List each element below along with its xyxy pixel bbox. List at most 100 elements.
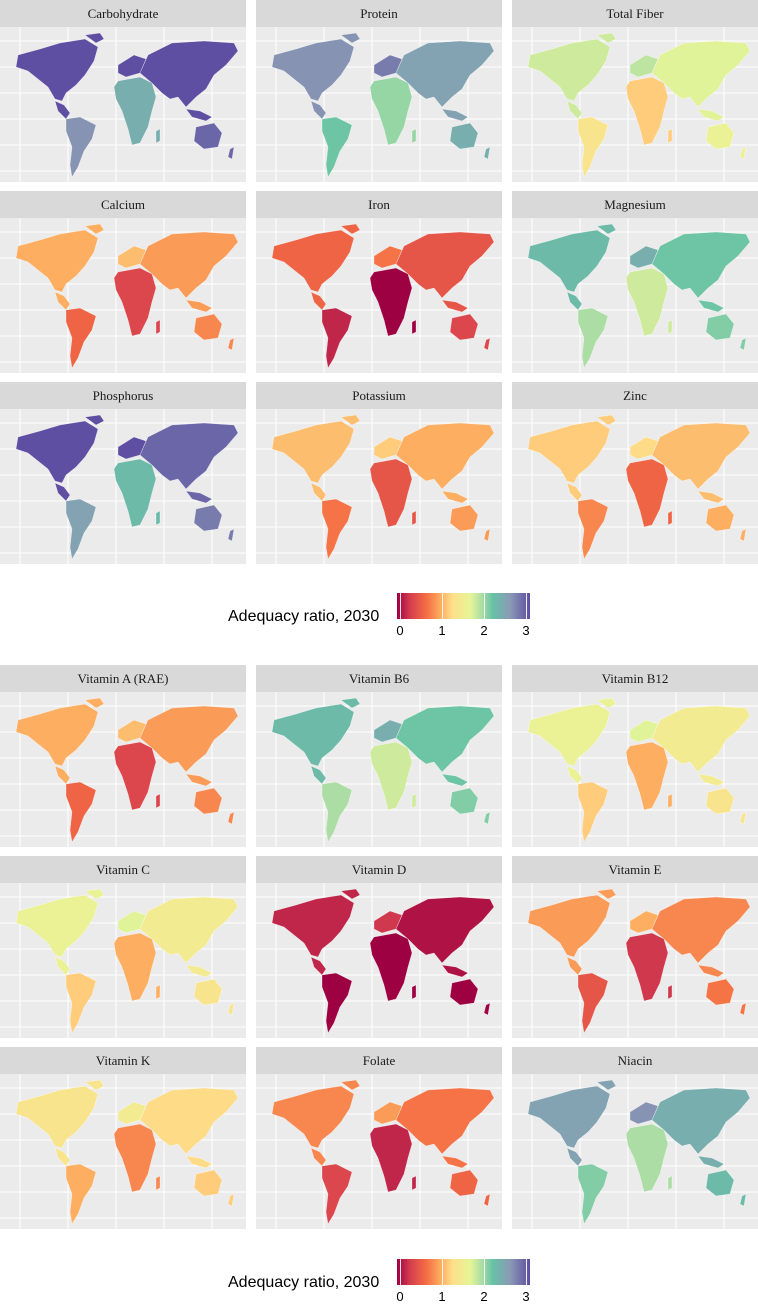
region-as [651,40,751,122]
region-as [139,705,239,787]
region-oc [193,1169,235,1207]
region-sa [65,781,97,843]
region-sa [321,116,353,178]
region-oc [449,504,491,542]
map-panel: Vitamin K [0,1047,246,1229]
world-map [0,27,246,182]
region-oc [449,1169,491,1207]
panel-title: Vitamin D [256,856,502,883]
region-as [651,705,751,787]
world-map [0,692,246,847]
region-af [625,267,673,337]
panel-title: Vitamin A (RAE) [0,665,246,692]
world-map [256,1074,502,1229]
panel-title: Zinc [512,382,758,409]
legend-title: Adequacy ratio, 2030 [228,1274,380,1291]
region-sa [65,498,97,560]
legend-title: Adequacy ratio, 2030 [228,608,380,625]
world-map [512,692,758,847]
region-sa [577,781,609,843]
region-na [15,697,105,785]
world-map [512,27,758,182]
region-na [15,888,105,976]
region-na [271,1079,361,1167]
region-oc [193,313,235,351]
region-as [651,896,751,978]
region-as [395,896,495,978]
region-sa [577,498,609,560]
region-oc [705,313,747,351]
panel-title: Phosphorus [0,382,246,409]
color-legend: Adequacy ratio, 2030 0 1 2 3 [0,590,758,650]
map-panel: Magnesium [512,191,758,373]
legend-tick: 2 [480,1289,488,1304]
world-map [512,218,758,373]
panel-title: Iron [256,191,502,218]
panel-title: Vitamin B6 [256,665,502,692]
region-oc [193,787,235,825]
region-oc [705,504,747,542]
region-sa [577,307,609,369]
legend-tick: 2 [480,623,488,638]
panel-title: Vitamin B12 [512,665,758,692]
map-panel: Zinc [512,382,758,564]
map-panel: Vitamin B6 [256,665,502,847]
region-oc [193,978,235,1016]
region-sa [65,116,97,178]
map-panel: Vitamin D [256,856,502,1038]
region-as [651,1087,751,1169]
world-map [0,1074,246,1229]
region-oc [705,122,747,160]
region-sa [577,972,609,1034]
legend-tick: 3 [522,623,530,638]
world-map [0,218,246,373]
map-panel: Total Fiber [512,0,758,182]
region-sa [65,307,97,369]
map-panel: Niacin [512,1047,758,1229]
region-as [139,231,239,313]
region-af [369,458,417,528]
region-na [527,414,617,502]
legend-tick: 0 [396,1289,404,1304]
legend-tick: 0 [396,623,404,638]
region-af [625,1123,673,1193]
region-af [113,267,161,337]
region-sa [65,972,97,1034]
region-af [113,1123,161,1193]
region-as [139,1087,239,1169]
region-oc [193,504,235,542]
region-af [369,1123,417,1193]
region-sa [65,1163,97,1225]
region-sa [321,972,353,1034]
map-panel: Carbohydrate [0,0,246,182]
world-map [0,883,246,1038]
region-na [15,223,105,311]
region-oc [705,787,747,825]
legend-colorbar [397,593,530,619]
region-af [113,932,161,1002]
region-na [271,223,361,311]
region-af [113,76,161,146]
panel-title: Magnesium [512,191,758,218]
region-sa [321,781,353,843]
region-sa [321,498,353,560]
legend-tick: 3 [522,1289,530,1304]
legend-colorbar [397,1259,530,1285]
region-af [369,267,417,337]
world-map [512,883,758,1038]
region-sa [321,307,353,369]
panel-title: Niacin [512,1047,758,1074]
color-legend: Adequacy ratio, 2030 0 1 2 3 [0,1256,758,1316]
region-na [271,414,361,502]
region-na [271,888,361,976]
region-na [15,1079,105,1167]
world-map [256,409,502,564]
map-panel: Phosphorus [0,382,246,564]
region-oc [449,787,491,825]
world-map [512,409,758,564]
region-na [527,223,617,311]
region-sa [321,1163,353,1225]
world-map [0,409,246,564]
region-as [395,422,495,504]
region-as [651,231,751,313]
